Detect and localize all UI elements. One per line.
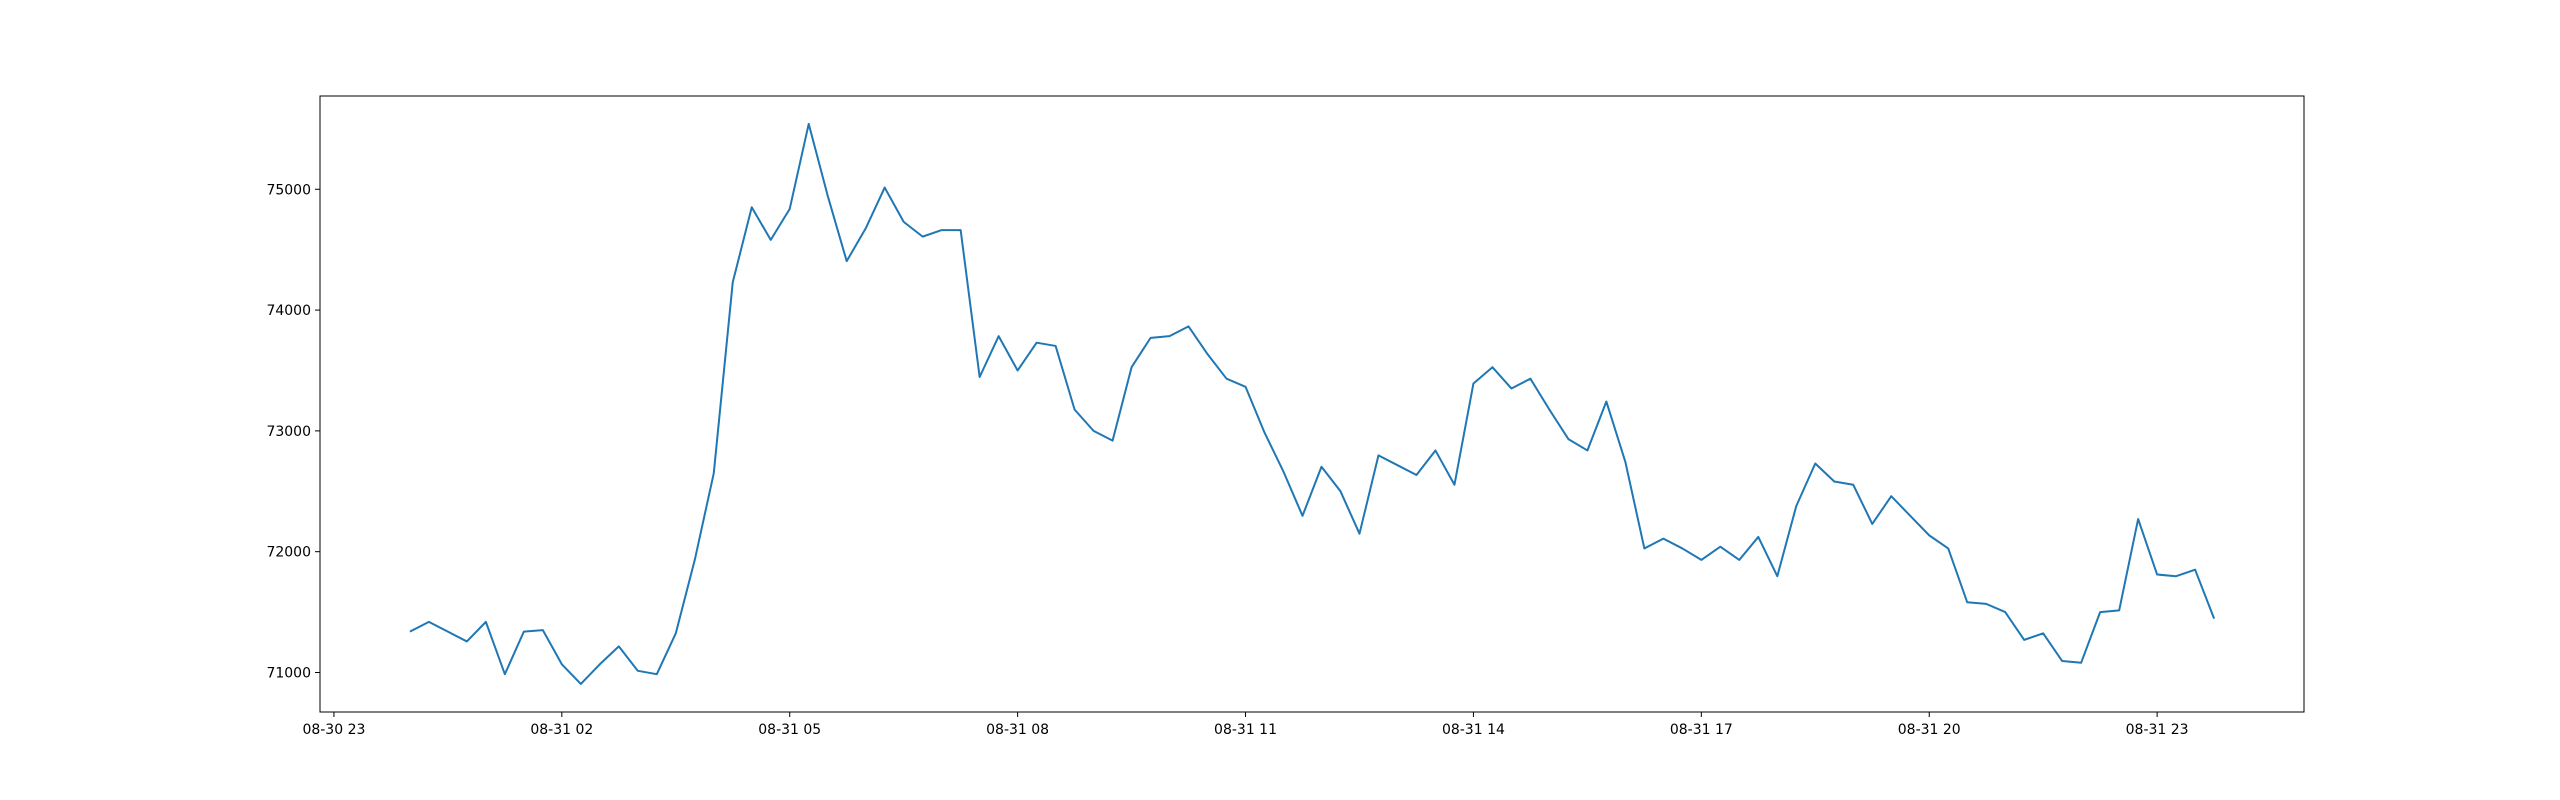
x-tick-label: 08-31 17 [1670,722,1733,738]
y-tick-label: 74000 [266,303,311,319]
data-line [409,122,2216,685]
y-tick-label: 73000 [266,424,311,440]
plot-frame [319,95,2305,713]
y-tick-label: 72000 [266,545,311,561]
x-tick-label: 08-31 23 [2126,722,2189,738]
x-tick-label: 08-31 14 [1442,722,1505,738]
x-tick-label: 08-31 20 [1898,722,1961,738]
x-tick-label: 08-31 11 [1214,722,1277,738]
y-tick-label: 75000 [266,182,311,198]
y-tick-label: 71000 [266,665,311,681]
x-tick-label: 08-31 08 [986,722,1049,738]
x-tick-label: 08-30 23 [302,722,365,738]
x-tick-label: 08-31 05 [758,722,821,738]
x-tick-label: 08-31 02 [530,722,593,738]
